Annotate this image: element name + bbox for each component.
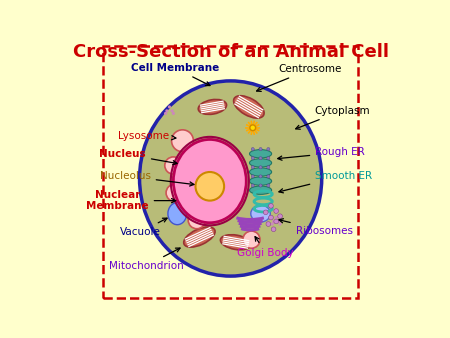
Ellipse shape	[168, 105, 171, 108]
Text: Vacuole: Vacuole	[121, 218, 167, 237]
Ellipse shape	[263, 210, 268, 215]
Ellipse shape	[259, 156, 262, 160]
Ellipse shape	[234, 96, 264, 118]
Ellipse shape	[274, 216, 278, 219]
Ellipse shape	[271, 222, 274, 225]
Ellipse shape	[267, 175, 270, 178]
Ellipse shape	[251, 147, 254, 151]
Ellipse shape	[165, 157, 182, 174]
Ellipse shape	[168, 202, 187, 225]
Ellipse shape	[250, 125, 256, 130]
Ellipse shape	[220, 235, 251, 250]
Ellipse shape	[171, 130, 193, 152]
Ellipse shape	[188, 212, 205, 229]
Ellipse shape	[251, 166, 254, 169]
Ellipse shape	[259, 184, 262, 187]
Text: Nucleolus: Nucleolus	[100, 171, 194, 186]
Ellipse shape	[277, 220, 280, 223]
Ellipse shape	[279, 222, 282, 225]
Text: Nucleus: Nucleus	[99, 149, 177, 165]
Text: Ribosomes: Ribosomes	[279, 219, 353, 236]
Text: Lysosome: Lysosome	[118, 130, 176, 141]
Ellipse shape	[272, 220, 275, 223]
Text: Cross-Section of an Animal Cell: Cross-Section of an Animal Cell	[72, 43, 389, 61]
Ellipse shape	[249, 186, 272, 194]
Ellipse shape	[267, 156, 270, 160]
Ellipse shape	[171, 109, 174, 113]
Text: Golgi Body: Golgi Body	[238, 237, 294, 258]
Text: Rough ER: Rough ER	[278, 147, 365, 160]
Ellipse shape	[249, 177, 272, 185]
Ellipse shape	[259, 147, 262, 151]
Text: Nuclear
Membrane: Nuclear Membrane	[86, 190, 176, 212]
Text: Cell Membrane: Cell Membrane	[130, 63, 219, 86]
Ellipse shape	[269, 215, 273, 220]
Ellipse shape	[251, 205, 270, 222]
Ellipse shape	[269, 203, 273, 208]
Ellipse shape	[251, 156, 254, 160]
Ellipse shape	[184, 227, 215, 247]
Ellipse shape	[172, 112, 175, 115]
Ellipse shape	[249, 168, 272, 176]
Ellipse shape	[271, 227, 276, 232]
Ellipse shape	[198, 99, 226, 114]
Ellipse shape	[274, 209, 279, 213]
Ellipse shape	[195, 172, 224, 201]
Ellipse shape	[251, 184, 254, 187]
Ellipse shape	[267, 166, 270, 169]
Text: Mitochondrion: Mitochondrion	[108, 248, 184, 271]
Ellipse shape	[249, 159, 272, 167]
Text: Smooth ER: Smooth ER	[279, 171, 372, 193]
Ellipse shape	[267, 184, 270, 187]
Ellipse shape	[166, 184, 183, 201]
Ellipse shape	[173, 140, 246, 223]
Ellipse shape	[278, 214, 283, 219]
Ellipse shape	[259, 166, 262, 169]
Ellipse shape	[164, 112, 167, 115]
Ellipse shape	[243, 231, 260, 248]
Ellipse shape	[140, 81, 322, 276]
Ellipse shape	[251, 175, 254, 178]
Text: Centrosome: Centrosome	[256, 64, 342, 91]
Ellipse shape	[274, 219, 279, 224]
Ellipse shape	[165, 109, 168, 113]
Ellipse shape	[249, 150, 272, 158]
Ellipse shape	[266, 222, 271, 226]
Ellipse shape	[267, 147, 270, 151]
Text: Cytoplasm: Cytoplasm	[296, 106, 369, 129]
Ellipse shape	[259, 175, 262, 178]
